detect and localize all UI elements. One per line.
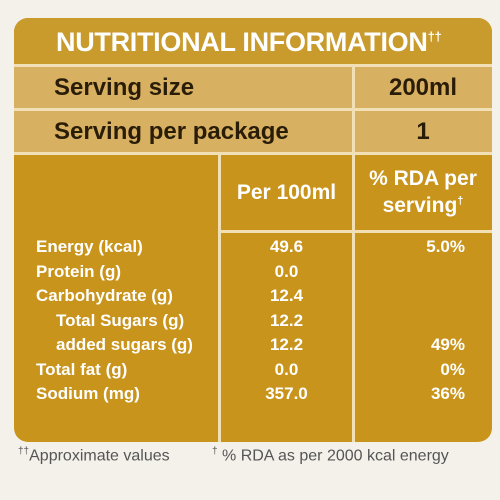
footnote-mark: ††	[18, 446, 30, 457]
column-header-text: % RDA per serving	[369, 167, 477, 217]
title-band: NUTRITIONAL INFORMATION††	[14, 18, 492, 64]
title-mark: ††	[427, 29, 442, 44]
serving-value: 1	[416, 118, 430, 145]
rda-value: 5.0%	[426, 237, 465, 256]
nutrient-name: Sodium (mg)	[36, 384, 140, 403]
divider	[14, 64, 492, 67]
divider	[14, 152, 492, 155]
divider	[352, 154, 355, 442]
serving-row: Serving per package 1	[14, 110, 492, 152]
footnote-mark: †	[212, 446, 218, 457]
serving-value: 200ml	[388, 74, 458, 101]
column-header: % RDA per serving†	[364, 168, 482, 217]
divider	[218, 154, 221, 442]
per-100ml: 12.2	[269, 335, 304, 354]
serving-row: Serving size 200ml	[14, 66, 492, 108]
footnote: † % RDA as per 2000 kcal energy	[212, 446, 449, 465]
footnote-text: % RDA as per 2000 kcal energy	[222, 447, 449, 465]
per-100ml: 0.0	[274, 261, 299, 281]
nutrient-name: added sugars (g)	[56, 335, 193, 354]
rda-value: 49%	[430, 335, 465, 354]
rda-value: 0%	[440, 359, 465, 379]
nutrient-name: Energy (kcal)	[36, 237, 143, 256]
nutrient-name: Protein (g)	[36, 261, 121, 281]
nutrient-name: Total fat (g)	[36, 359, 128, 379]
per-100ml: 357.0	[265, 384, 308, 403]
nutrient-name: Total Sugars (g)	[56, 310, 185, 330]
footnote-text: Approximate values	[29, 447, 170, 465]
nutrient-name: Carbohydrate (g)	[36, 286, 173, 305]
divider	[218, 230, 492, 233]
serving-key: Serving size	[54, 74, 195, 101]
title: NUTRITIONAL INFORMATION	[56, 27, 428, 57]
rda-mark: †	[457, 195, 464, 207]
per-100ml: 49.6	[269, 237, 304, 256]
per-100ml: 12.2	[269, 310, 304, 330]
rda-value: 36%	[430, 384, 465, 403]
serving-key: Serving per package	[54, 118, 289, 145]
column-header: Per 100ml	[236, 181, 337, 204]
divider	[14, 108, 492, 111]
per-100ml: 0.0	[274, 359, 299, 379]
nutrient-table: Per 100ml % RDA per serving† Energy (kca…	[14, 154, 492, 442]
nutrition-label: NUTRITIONAL INFORMATION†† Serving size 2…	[14, 18, 492, 442]
footnote: ††Approximate values	[18, 446, 170, 465]
per-100ml: 12.4	[269, 286, 304, 305]
